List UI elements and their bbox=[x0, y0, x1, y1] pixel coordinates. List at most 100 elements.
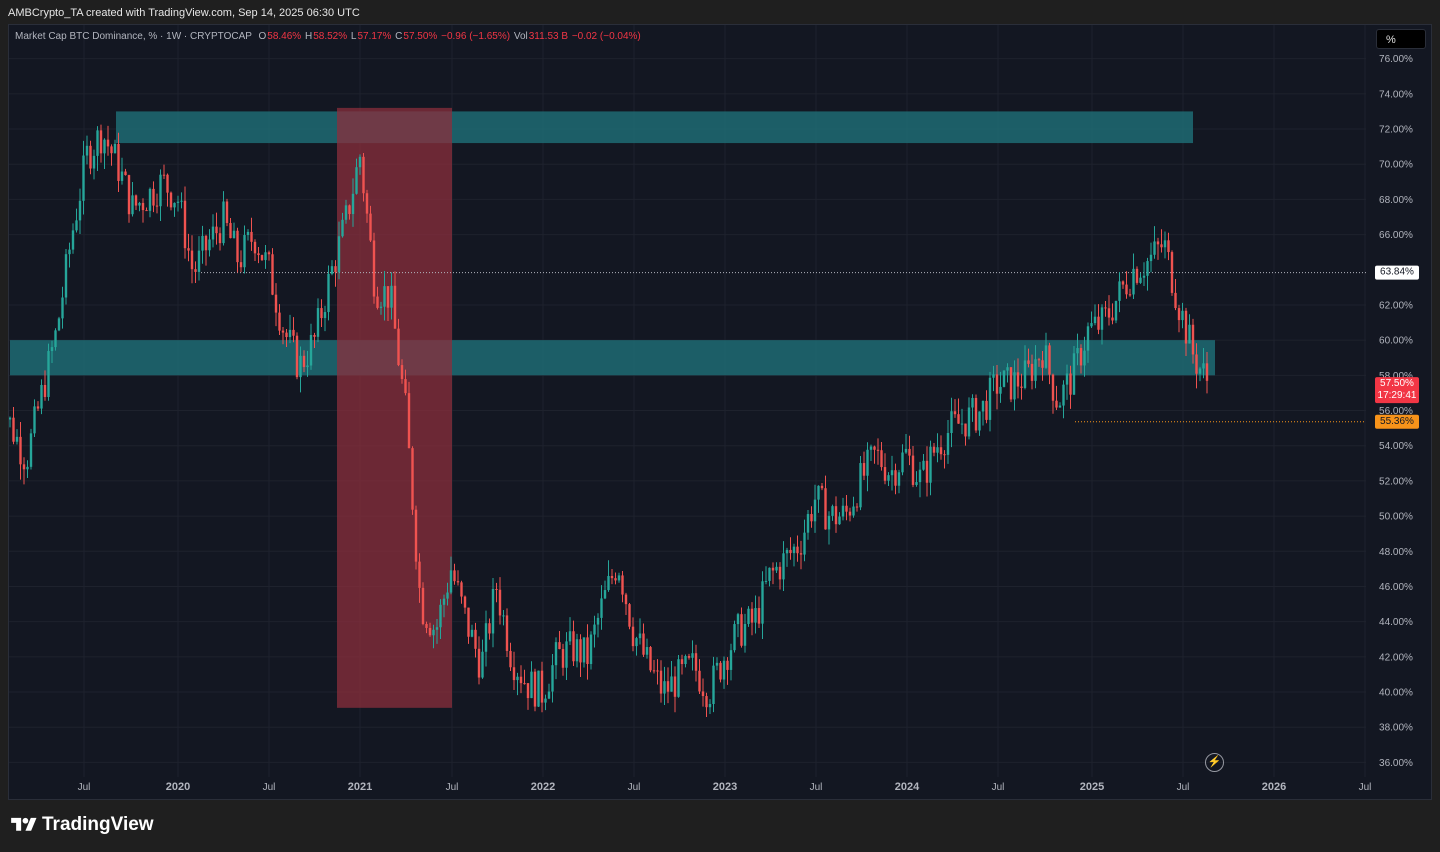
candle-body bbox=[526, 683, 530, 699]
legend-close-label: C bbox=[395, 31, 403, 42]
candle-body bbox=[932, 446, 936, 453]
candle-body bbox=[754, 608, 757, 623]
lightning-icon[interactable]: ⚡ bbox=[1205, 753, 1224, 772]
candle-body bbox=[530, 671, 533, 699]
x-tick-label: 2021 bbox=[348, 781, 372, 793]
candle-body bbox=[792, 546, 796, 554]
y-tick-label: 70.00% bbox=[1379, 160, 1413, 171]
candle-body bbox=[981, 400, 985, 412]
price-marker-low-label: 55.36% bbox=[1380, 416, 1414, 427]
candle-body bbox=[1139, 277, 1142, 283]
candle-body bbox=[54, 330, 57, 348]
candle-body bbox=[656, 670, 659, 672]
candle-body bbox=[1114, 300, 1118, 321]
candle-body bbox=[316, 308, 320, 337]
candle-body bbox=[47, 351, 50, 397]
candle-body bbox=[852, 506, 855, 516]
chart-frame[interactable]: 76.00% 74.00% 72.00% 70.00% 68.00% 66.00% 62.0… bbox=[8, 24, 1432, 800]
candle-body bbox=[106, 139, 110, 147]
candle-body bbox=[131, 195, 134, 215]
legend-high-value: 58.52% bbox=[313, 31, 348, 42]
candle-body bbox=[1006, 367, 1009, 371]
zone-support-resistance bbox=[10, 340, 1215, 376]
candle-body bbox=[145, 210, 148, 212]
candle-body bbox=[680, 659, 684, 665]
candle-body bbox=[775, 566, 778, 571]
candle-body bbox=[1163, 240, 1167, 248]
candle-body bbox=[918, 469, 922, 483]
price-marker-high-bg bbox=[1375, 265, 1419, 280]
candle-body bbox=[327, 273, 330, 313]
candle-body bbox=[838, 516, 841, 525]
candle-body bbox=[575, 639, 579, 662]
y-tick-label: 42.00% bbox=[1379, 652, 1413, 663]
candle-body bbox=[1090, 323, 1093, 327]
x-tick-label: 2023 bbox=[713, 781, 737, 793]
legend-vol-value: 311.53 B bbox=[528, 31, 569, 42]
candle-body bbox=[369, 213, 372, 241]
candle-body bbox=[1205, 363, 1209, 381]
candle-body bbox=[1062, 384, 1065, 406]
percent-scale-label: % bbox=[1386, 34, 1396, 46]
y-tick-label: 56.00% bbox=[1379, 406, 1413, 417]
candle-body bbox=[1058, 405, 1062, 408]
candle-body bbox=[834, 506, 838, 525]
candle-body bbox=[470, 629, 474, 637]
candle-body bbox=[939, 447, 943, 455]
candle-body bbox=[288, 329, 292, 338]
candle-body bbox=[621, 575, 624, 595]
candle-body bbox=[908, 448, 911, 456]
candle-body bbox=[992, 374, 995, 378]
y-tick-label: 44.00% bbox=[1379, 617, 1413, 628]
tradingview-logo[interactable]: TradingView bbox=[10, 814, 154, 836]
candle-body bbox=[449, 570, 453, 593]
percent-scale-button[interactable]: % bbox=[1376, 29, 1426, 49]
candle-body bbox=[383, 286, 386, 307]
candle-body bbox=[274, 294, 278, 313]
candle-body bbox=[873, 446, 876, 450]
candle-body bbox=[1023, 360, 1027, 388]
candle-body bbox=[1013, 372, 1016, 400]
candle-body bbox=[1041, 360, 1044, 368]
candle-body bbox=[285, 332, 288, 338]
candle-body bbox=[813, 499, 817, 522]
candle-body bbox=[831, 506, 834, 516]
symbol-legend: Market Cap BTC Dominance, % · 1W · CRYPT… bbox=[15, 31, 642, 42]
candle-body bbox=[943, 454, 946, 456]
legend-symbol: Market Cap BTC Dominance, % · 1W · CRYPT… bbox=[15, 31, 252, 42]
candle-body bbox=[1002, 370, 1006, 387]
candle-body bbox=[635, 638, 638, 647]
candle-body bbox=[995, 374, 999, 394]
price-chart[interactable]: 76.00% 74.00% 72.00% 70.00% 68.00% 66.00% 62.0… bbox=[9, 25, 1433, 801]
candle-body bbox=[428, 627, 432, 636]
candle-body bbox=[824, 488, 827, 530]
candle-body bbox=[1083, 350, 1086, 366]
candle-body bbox=[862, 463, 866, 476]
candle-body bbox=[887, 475, 890, 481]
candle-body bbox=[747, 608, 750, 624]
candle-body bbox=[925, 460, 929, 483]
candle-body bbox=[1065, 373, 1069, 385]
candle-body bbox=[785, 549, 789, 554]
candle-body bbox=[796, 546, 799, 554]
candle-body bbox=[953, 411, 957, 415]
candle-body bbox=[554, 642, 558, 666]
candle-body bbox=[659, 670, 663, 694]
candle-body bbox=[19, 436, 22, 465]
candle-body bbox=[1086, 326, 1090, 351]
candle-body bbox=[708, 704, 712, 708]
candle-body bbox=[295, 335, 299, 378]
candle-body bbox=[988, 377, 992, 420]
candle-body bbox=[183, 200, 187, 249]
candle-body bbox=[1181, 310, 1184, 321]
candle-body bbox=[789, 549, 792, 554]
candle-body bbox=[726, 660, 729, 670]
candle-body bbox=[572, 631, 575, 662]
x-tick-label: 2024 bbox=[895, 781, 920, 793]
candle-body bbox=[1188, 324, 1191, 344]
candle-body bbox=[467, 607, 470, 637]
candle-body bbox=[253, 241, 257, 254]
candle-body bbox=[859, 463, 862, 508]
candle-body bbox=[666, 681, 670, 692]
zone-upper-resistance bbox=[116, 111, 1193, 144]
